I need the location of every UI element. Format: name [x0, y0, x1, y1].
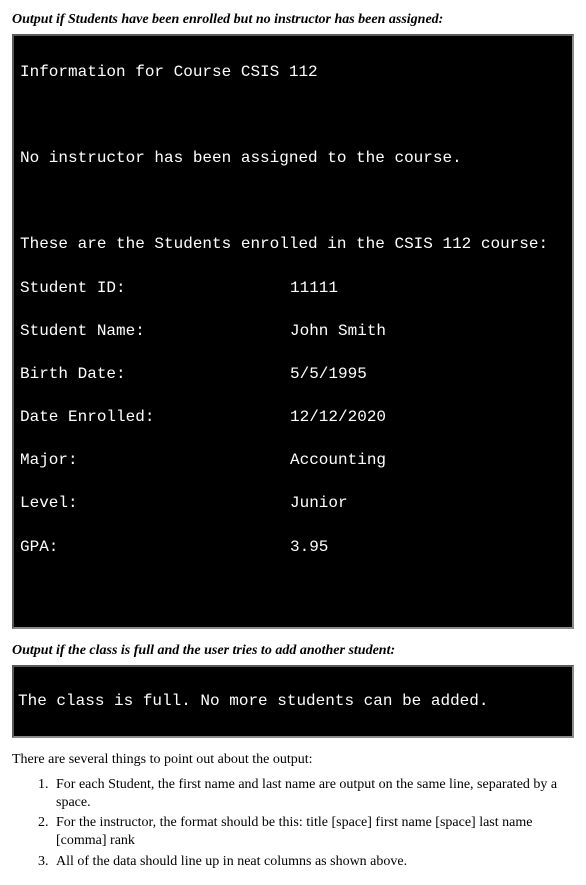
student-row: Student ID:11111	[20, 278, 566, 300]
field-label: Student ID:	[20, 278, 290, 300]
field-label: GPA:	[20, 537, 290, 559]
field-value: John Smith	[290, 321, 566, 343]
student-row: GPA:3.95	[20, 537, 566, 559]
student-row: Student Name:John Smith	[20, 321, 566, 343]
field-label: Student Name:	[20, 321, 290, 343]
field-value: 5/5/1995	[290, 364, 566, 386]
field-value: Junior	[290, 493, 566, 515]
field-value: 12/12/2020	[290, 407, 566, 429]
terminal-line: These are the Students enrolled in the C…	[20, 234, 566, 256]
field-value: 11111	[290, 278, 566, 300]
terminal-line: The class is full. No more students can …	[18, 691, 568, 713]
terminal-blank	[20, 105, 566, 127]
body-intro: There are several things to point out ab…	[12, 752, 574, 768]
student-row: Level:Junior	[20, 493, 566, 515]
terminal-blank	[20, 580, 566, 602]
list-item: For each Student, the first name and las…	[52, 776, 574, 812]
terminal-line: No instructor has been assigned to the c…	[20, 148, 566, 170]
field-value: 3.95	[290, 537, 566, 559]
terminal-output-1: Information for Course CSIS 112 No instr…	[12, 34, 574, 629]
field-value: Accounting	[290, 450, 566, 472]
list-item: All of the data should line up in neat c…	[52, 853, 574, 871]
field-label: Birth Date:	[20, 364, 290, 386]
terminal-line: Information for Course CSIS 112	[20, 62, 566, 84]
field-label: Major:	[20, 450, 290, 472]
notes-list: For each Student, the first name and las…	[12, 776, 574, 871]
terminal-output-2: The class is full. No more students can …	[12, 665, 574, 738]
student-row: Birth Date:5/5/1995	[20, 364, 566, 386]
section-heading-1: Output if Students have been enrolled bu…	[12, 12, 574, 28]
list-item: For the instructor, the format should be…	[52, 814, 574, 850]
student-row: Major:Accounting	[20, 450, 566, 472]
field-label: Date Enrolled:	[20, 407, 290, 429]
student-row: Date Enrolled:12/12/2020	[20, 407, 566, 429]
field-label: Level:	[20, 493, 290, 515]
section-heading-2: Output if the class is full and the user…	[12, 643, 574, 659]
terminal-blank	[20, 191, 566, 213]
